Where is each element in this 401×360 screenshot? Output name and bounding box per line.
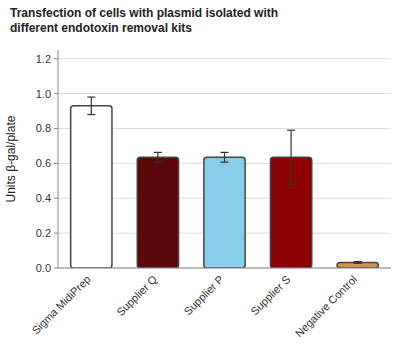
chart-container: Transfection of cells with plasmid isola… [0, 0, 401, 360]
grid [58, 59, 391, 268]
y-tick [54, 268, 58, 269]
grid-line [58, 268, 391, 269]
error-cap [87, 114, 95, 115]
error-cap [221, 162, 229, 163]
error-bar [354, 262, 362, 264]
chart: Transfection of cells with plasmid isola… [0, 0, 401, 360]
error-cap [287, 184, 295, 185]
error-stem [224, 152, 225, 162]
x-tick-label: Supplier Q [114, 273, 160, 319]
y-tick-label: 0.6 [36, 157, 51, 169]
error-bar [287, 130, 295, 184]
x-tick-label: Supplier P [182, 273, 226, 317]
error-stem [291, 130, 292, 184]
bar [204, 157, 245, 268]
error-cap [221, 152, 229, 153]
title: Transfection of cells with plasmid isola… [10, 6, 278, 35]
y-axis-line [58, 50, 59, 268]
y-tick-label: 1.2 [36, 53, 51, 65]
error-cap [154, 162, 162, 163]
error-cap [154, 152, 162, 153]
y-tick [54, 198, 58, 199]
y-tick-label: 0.4 [36, 192, 51, 204]
error-stem [157, 152, 158, 162]
error-cap [354, 263, 362, 264]
y-axis-label: Units β-gal/plate [4, 115, 18, 202]
y-tick-label: 0.0 [36, 262, 51, 274]
grid-line [58, 93, 391, 94]
y-tick [54, 233, 58, 234]
bar [137, 157, 178, 268]
y-tick-label: 0.2 [36, 227, 51, 239]
title-line: Transfection of cells with plasmid isola… [10, 6, 278, 20]
y-tick [54, 128, 58, 129]
y-tick-label: 0.8 [36, 122, 51, 134]
error-bar [87, 97, 95, 114]
error-cap [287, 130, 295, 131]
grid-line [58, 58, 391, 59]
error-bar [154, 152, 162, 162]
bar [71, 106, 112, 268]
x-tick-label: Sigma MidiPrep [29, 273, 92, 336]
error-cap [354, 261, 362, 262]
title-line: different endotoxin removal kits [10, 21, 192, 35]
y-tick [54, 58, 58, 59]
y-tick-label: 1.0 [36, 88, 51, 100]
error-cap [87, 96, 95, 97]
y-tick [54, 93, 58, 94]
error-bar [221, 152, 229, 162]
x-tick-label: Supplier S [248, 273, 292, 317]
bar [337, 262, 378, 268]
error-stem [91, 97, 92, 114]
y-tick [54, 163, 58, 164]
bars [71, 97, 379, 268]
x-tick-label: Negative Control [293, 273, 359, 339]
x-axis-line [58, 268, 391, 269]
